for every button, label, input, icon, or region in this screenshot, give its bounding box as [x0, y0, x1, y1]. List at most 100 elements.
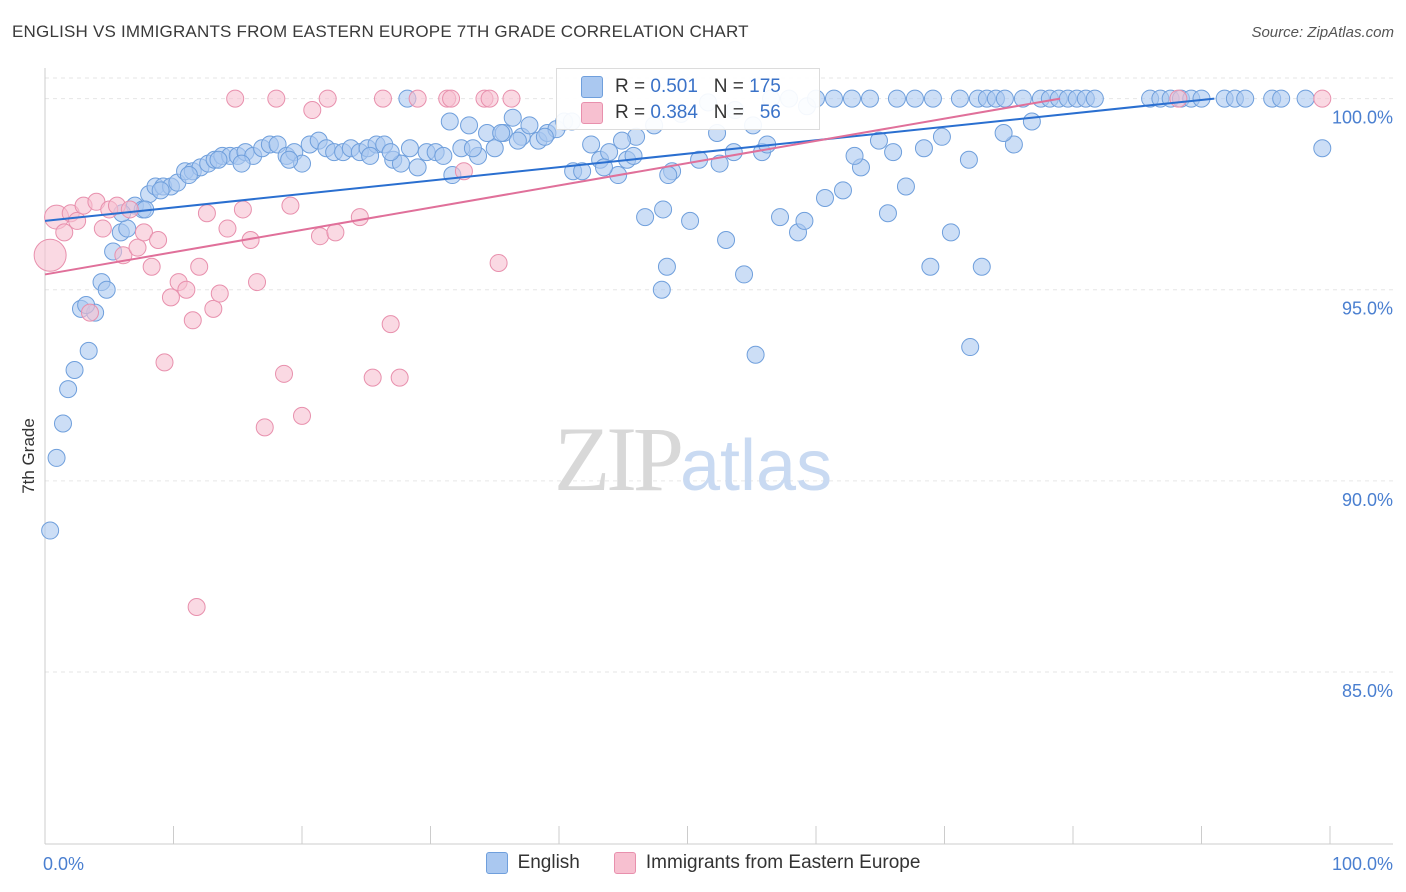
- y-tick-label: 100.0%: [1332, 108, 1393, 128]
- english-point: [280, 150, 299, 169]
- english-point: [681, 211, 700, 230]
- english-point: [381, 143, 400, 162]
- english-point: [884, 143, 903, 162]
- english-point: [1022, 112, 1041, 131]
- immig-point: [1169, 89, 1188, 108]
- english-point: [860, 89, 879, 108]
- stats-swatch-immig: [581, 102, 603, 124]
- legend-swatch-immig: [613, 852, 636, 874]
- stats-n-english: 175: [749, 76, 781, 97]
- source-label: Source: ZipAtlas.com: [1251, 24, 1394, 41]
- watermark-atlas: atlas: [680, 426, 833, 506]
- immig-point: [68, 211, 87, 230]
- english-point: [921, 257, 940, 276]
- immig-point: [350, 208, 369, 227]
- english-point: [654, 200, 673, 219]
- immig-point: [197, 204, 216, 223]
- immig-point: [187, 597, 206, 616]
- stats-n-label-immig: N =: [713, 102, 744, 123]
- legend: English Immigrants from Eastern Europe: [0, 852, 1406, 874]
- english-point: [887, 89, 906, 108]
- x-tick-label: 0.0%: [43, 854, 84, 874]
- y-tick-label: 95.0%: [1342, 299, 1393, 319]
- immig-point: [281, 196, 300, 215]
- immig-point: [255, 418, 274, 437]
- immig-point: [502, 89, 521, 108]
- english-point: [1013, 89, 1032, 108]
- stats-row-immig: R = 0.384 N = 56: [581, 100, 781, 126]
- english-point: [47, 448, 66, 467]
- immig-point: [218, 219, 237, 238]
- y-tick-label: 85.0%: [1342, 681, 1393, 701]
- immig-point: [293, 406, 311, 425]
- immig-point: [120, 200, 139, 219]
- english-point: [41, 521, 60, 540]
- english-point: [717, 231, 736, 250]
- axes: [44, 68, 1393, 845]
- immig-point: [93, 219, 112, 238]
- english-point: [994, 123, 1013, 142]
- stats-r-label-english: R =: [615, 76, 646, 97]
- watermark: ZIPatlas: [554, 406, 832, 512]
- english-point: [746, 345, 765, 364]
- immig-point: [190, 257, 209, 276]
- english-point: [209, 150, 228, 169]
- english-point: [179, 166, 198, 185]
- english-point: [361, 146, 380, 165]
- english-point: [440, 112, 459, 131]
- english-point: [463, 139, 482, 158]
- immig-point: [204, 299, 223, 318]
- english-point: [408, 158, 427, 177]
- immig-point: [303, 101, 322, 120]
- english-point: [771, 208, 790, 227]
- english-point: [995, 89, 1014, 108]
- immig-point: [134, 223, 153, 242]
- english-point: [815, 188, 834, 207]
- english-point: [932, 127, 951, 146]
- immig-point: [480, 89, 499, 108]
- english-point: [232, 154, 251, 173]
- legend-label-immig: Immigrants from Eastern Europe: [645, 852, 921, 873]
- english-point: [53, 414, 72, 433]
- english-point: [151, 181, 170, 200]
- immig-point: [381, 315, 400, 334]
- legend-swatch-english: [485, 852, 508, 874]
- immig-point: [55, 223, 74, 242]
- english-point: [652, 280, 671, 299]
- immig-point: [161, 288, 180, 307]
- english-point: [485, 139, 504, 158]
- english-point: [905, 89, 924, 108]
- immig-point: [275, 364, 294, 383]
- stats-r-immig: 0.384: [650, 102, 698, 123]
- english-point: [400, 139, 419, 158]
- english-point: [869, 131, 888, 150]
- immig-point: [267, 89, 286, 108]
- immig-point: [373, 89, 392, 108]
- english-point: [950, 89, 969, 108]
- stats-r-english: 0.501: [650, 76, 698, 97]
- english-point: [972, 257, 991, 276]
- immig-point: [1313, 89, 1332, 108]
- immig-point: [128, 238, 147, 257]
- chart-title: ENGLISH VS IMMIGRANTS FROM EASTERN EUROP…: [12, 22, 749, 41]
- english-point: [842, 89, 861, 108]
- english-point: [624, 146, 643, 165]
- legend-item-immig[interactable]: Immigrants from Eastern Europe: [613, 852, 921, 874]
- english-point: [582, 135, 601, 154]
- series-immig: [33, 89, 1332, 616]
- english-point: [1004, 135, 1023, 154]
- english-point: [735, 265, 754, 284]
- legend-item-english[interactable]: English: [485, 852, 580, 874]
- legend-label-english: English: [517, 852, 580, 873]
- stats-box: R = 0.501 N = 175 R = 0.384 N = 56: [556, 68, 820, 130]
- english-point: [520, 116, 539, 135]
- english-point: [460, 116, 479, 135]
- english-point: [941, 223, 960, 242]
- english-point: [1085, 89, 1104, 108]
- english-point: [434, 146, 453, 165]
- y-tick-label: 90.0%: [1342, 490, 1393, 510]
- english-point: [961, 338, 980, 357]
- english-point: [508, 131, 527, 150]
- english-point: [795, 211, 814, 230]
